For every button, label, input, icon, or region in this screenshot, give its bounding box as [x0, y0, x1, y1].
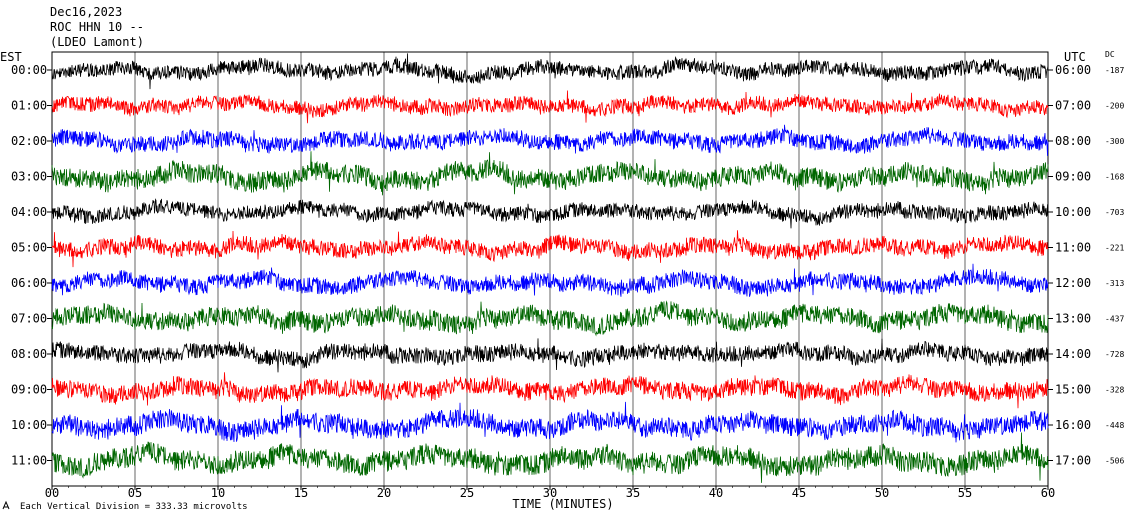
station-logo-icon: [2, 500, 10, 510]
row-label-utc: 12:00: [1055, 276, 1091, 290]
x-tick-label: 25: [460, 486, 474, 500]
chart-network: (LDEO Lamont): [50, 35, 144, 49]
row-dc-offset: -200: [1105, 102, 1124, 111]
trace-row-0700: [51, 300, 1049, 337]
trace-row-0300: [51, 151, 1049, 196]
row-label-local: 10:00: [11, 418, 47, 432]
row-label-local: 09:00: [11, 383, 47, 397]
x-tick-label: 05: [128, 486, 142, 500]
trace-row-0400: [51, 198, 1049, 229]
x-axis: 00 05 10 15 20 25 30 35 40 45 50 55 60: [45, 486, 1055, 500]
row-label-local: 08:00: [11, 347, 47, 361]
row-dc-offset: -448: [1105, 421, 1124, 430]
trace-row-0000: [51, 53, 1049, 90]
row-label-local: 03:00: [11, 170, 47, 184]
trace-row-0900: [51, 372, 1049, 409]
row-dc-offset: -506: [1105, 457, 1124, 466]
row-label-utc: 15:00: [1055, 383, 1091, 397]
row-label-utc: 08:00: [1055, 134, 1091, 148]
trace-row-0100: [51, 90, 1049, 124]
x-tick-label: 50: [875, 486, 889, 500]
row-dc-offset: -437: [1105, 315, 1124, 324]
row-label-local: 01:00: [11, 99, 47, 113]
row-label-utc: 11:00: [1055, 241, 1091, 255]
trace-row-0500: [51, 230, 1049, 268]
row-label-local: 06:00: [11, 276, 47, 290]
row-label-utc: 17:00: [1055, 454, 1091, 468]
row-label-local: 02:00: [11, 134, 47, 148]
trace-row-0600: [51, 263, 1049, 297]
row-label-utc: 07:00: [1055, 99, 1091, 113]
row-label-utc: 14:00: [1055, 347, 1091, 361]
trace-row-1000: [51, 401, 1049, 443]
row-dc-offset: -703: [1105, 208, 1124, 217]
row-label-local: 07:00: [11, 312, 47, 326]
x-tick-label: 55: [958, 486, 972, 500]
row-label-utc: 06:00: [1055, 63, 1091, 77]
row-label-utc: 16:00: [1055, 418, 1091, 432]
row-labels: 00:00 06:00 -187 01:00 07:00 -200 02:00 08:00 -3…: [11, 63, 1124, 468]
x-tick-label: 35: [626, 486, 640, 500]
row-label-utc: 10:00: [1055, 205, 1091, 219]
x-tick-label: 20: [377, 486, 391, 500]
x-tick-label: 15: [294, 486, 308, 500]
chart-station: ROC HHN 10 --: [50, 20, 144, 34]
row-label-local: 11:00: [11, 454, 47, 468]
x-tick-label: 60: [1041, 486, 1055, 500]
x-tick-label: 10: [211, 486, 225, 500]
trace-row-0800: [51, 338, 1049, 373]
row-label-local: 04:00: [11, 205, 47, 219]
row-label-local: 05:00: [11, 241, 47, 255]
dc-header: DC: [1105, 50, 1115, 59]
row-dc-offset: -313: [1105, 279, 1124, 288]
row-dc-offset: -187: [1105, 66, 1124, 75]
row-dc-offset: -728: [1105, 350, 1124, 359]
row-dc-offset: -221: [1105, 244, 1124, 253]
row-dc-offset: -328: [1105, 386, 1124, 395]
x-axis-title: TIME (MINUTES): [512, 497, 613, 511]
scale-footer: Each Vertical Division = 333.33 microvol…: [20, 502, 248, 512]
x-tick-label: 00: [45, 486, 59, 500]
row-label-utc: 13:00: [1055, 312, 1091, 326]
trace-row-0200: [51, 124, 1049, 156]
chart-date: Dec16,2023: [50, 5, 122, 19]
row-label-utc: 09:00: [1055, 170, 1091, 184]
row-dc-offset: -300: [1105, 137, 1124, 146]
x-tick-label: 45: [792, 486, 806, 500]
trace-row-1100: [51, 432, 1049, 483]
x-tick-label: 30: [543, 486, 557, 500]
x-tick-label: 40: [709, 486, 723, 500]
row-dc-offset: -168: [1105, 173, 1124, 182]
row-label-local: 00:00: [11, 63, 47, 77]
right-axis-label: UTC: [1064, 50, 1086, 64]
trace-group: [51, 53, 1049, 483]
left-axis-label: EST: [0, 50, 22, 64]
